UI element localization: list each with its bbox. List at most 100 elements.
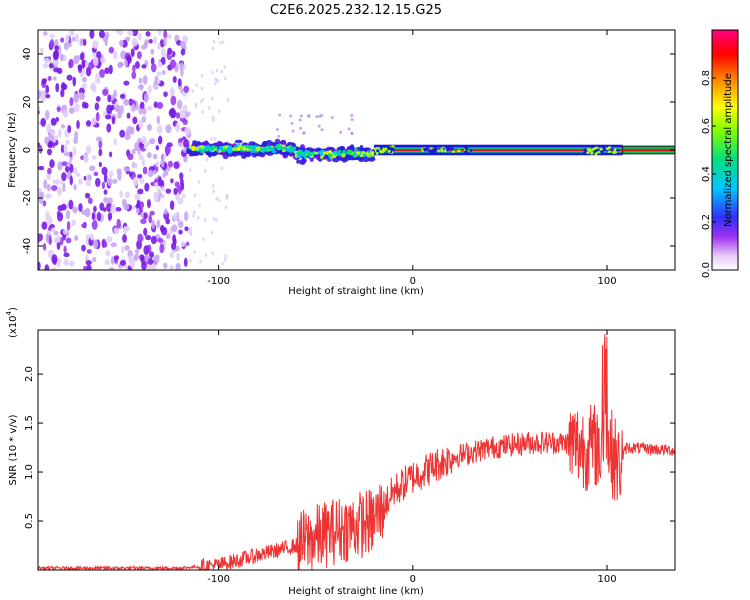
spectrogram-faint-dot (192, 210, 196, 214)
spectrogram-onset-core (354, 148, 358, 151)
spectrogram-noise-blob (117, 171, 122, 181)
spectrogram-onset-blob (243, 151, 250, 156)
spectrogram-onset-core (251, 147, 255, 151)
spectrogram-noise-blob (81, 209, 88, 216)
spectrogram-noise-blob (183, 156, 188, 162)
spectrogram-noise-blob (60, 37, 65, 43)
spectrogram-noise-blob (132, 162, 138, 169)
spectrogram-faint-dot (197, 180, 201, 184)
snr-xtick-label: -100 (207, 574, 230, 585)
spectrogram-stray-dot (289, 114, 293, 118)
spectrogram-noise-blob (108, 46, 115, 54)
spectrogram-noise-blob (142, 75, 148, 85)
spectrogram-noise-blob (49, 33, 55, 39)
spectrogram-noise-blob (148, 39, 153, 44)
spectrogram-onset-blob (327, 158, 332, 162)
spectrogram-noise-blob (68, 60, 73, 69)
spectrogram-band-blob (380, 149, 384, 153)
spectrogram-noise-blob (38, 165, 45, 171)
spectrogram-noise-blob (72, 167, 78, 174)
spectrogram-noise-blob (166, 34, 172, 40)
spectrogram-noise-blob (61, 161, 68, 167)
spectrogram-noise-blob (146, 199, 151, 209)
spectrogram-noise-blob (62, 182, 66, 193)
spectrogram-band-blob (607, 150, 612, 154)
spectrogram-noise-blob (136, 51, 142, 60)
spectrogram-faint-dot (224, 258, 227, 262)
spectrogram-band-blob (469, 149, 473, 152)
spectrogram-noise-blob (115, 104, 121, 113)
spectrogram-noise-blob (126, 56, 132, 62)
spectrogram-onset-core (325, 152, 329, 155)
spectrogram-noise-blob (172, 234, 177, 244)
spectrogram-band-blob (451, 150, 456, 153)
spectrogram-noise-blob (124, 133, 131, 141)
spectrogram-noise-blob (156, 71, 162, 77)
snr-y-ticks: 0.5 1.0 1.5 2.0 (24, 366, 675, 529)
spectrogram-noise-blob (156, 219, 161, 229)
spectrogram-noise-blob (62, 109, 69, 118)
spectrogram-noise-blob (143, 227, 148, 236)
spectrogram-noise-blob (137, 32, 142, 41)
spectrogram-stray-dot (291, 129, 295, 133)
spectrogram-noise-blob (45, 193, 52, 199)
spectrogram-noise-blob (105, 114, 112, 120)
spectrogram-noise-blob (163, 208, 168, 215)
spectrogram-noise-blob (78, 178, 83, 186)
spectrogram-onset-core (314, 151, 319, 155)
spectrogram-onset-core (297, 150, 303, 155)
spectrogram-noise-blob (60, 144, 65, 154)
spectrogram-band-blob (431, 148, 436, 152)
spectrogram-noise-blob (68, 199, 74, 210)
spectrogram-faint-dot (221, 40, 225, 45)
spectrogram-noise-blob (89, 232, 94, 241)
spectrogram-noise-blob (91, 117, 97, 126)
spectrogram-noise-blob (163, 30, 168, 39)
spectrogram-noise-blob (134, 142, 140, 152)
spectrogram-noise-blob (171, 224, 178, 232)
spectrogram-noise-blob (113, 89, 117, 99)
spectrogram-noise-blob (94, 177, 101, 187)
spectrogram-noise-blob (182, 118, 188, 125)
spectrogram-noise-blob (45, 234, 50, 243)
spectrogram-noise-blob (89, 30, 95, 39)
spectrogram-noise-blob (69, 97, 74, 107)
spectrogram-faint-dot (211, 70, 214, 75)
spectrogram-onset-core (356, 151, 361, 155)
spectrogram-noise-blob (68, 107, 75, 114)
spectrogram-noise-blob (142, 166, 148, 175)
spectrogram-noise-blob (185, 241, 190, 247)
spectrogram-onset-core (333, 152, 338, 155)
spectrogram-onset-core (337, 149, 342, 153)
spectrogram-noise-blob (87, 174, 92, 181)
spectrogram-noise-blob (115, 30, 121, 34)
spectrogram-noise-blob (138, 154, 144, 161)
spectrogram-noise-blob (49, 128, 56, 136)
spectrogram-noise-blob (108, 64, 113, 75)
snr-x-ticks: -100 0 100 (207, 330, 617, 585)
spectrogram-noise-blob (38, 233, 41, 243)
spectrogram-noise-blob (50, 117, 57, 126)
spectrogram-noise-blob (181, 193, 186, 199)
spectrogram-band-blob (590, 151, 594, 155)
spectrogram-noise-blob (53, 230, 59, 236)
spectrogram-noise-blob (145, 31, 151, 37)
spectrogram-faint-dot (211, 184, 215, 188)
spectrogram-noise-blob (52, 179, 57, 184)
spectrogram-faint-dot (191, 89, 194, 93)
spectrogram-onset-core (346, 150, 350, 154)
spectrogram-noise-blob (93, 205, 97, 213)
spectrogram-noise-blob (131, 103, 136, 112)
spectrogram-noise-blob (116, 218, 121, 229)
spectrogram-noise-blob (126, 112, 131, 119)
spectrogram-noise-blob (138, 77, 143, 84)
spectrogram-noise-blob (143, 143, 148, 150)
spectrogram-noise-blob (175, 112, 181, 119)
spectrogram-onset-core (188, 145, 193, 149)
snr-xtick-label: 100 (597, 574, 616, 585)
spectrogram-noise-blob (94, 102, 100, 111)
spectrogram-noise-blob (152, 169, 157, 175)
spectrogram-noise-blob (108, 170, 114, 178)
spectrogram-onset-core (237, 145, 243, 149)
spectrogram-noise-blob (69, 260, 75, 268)
